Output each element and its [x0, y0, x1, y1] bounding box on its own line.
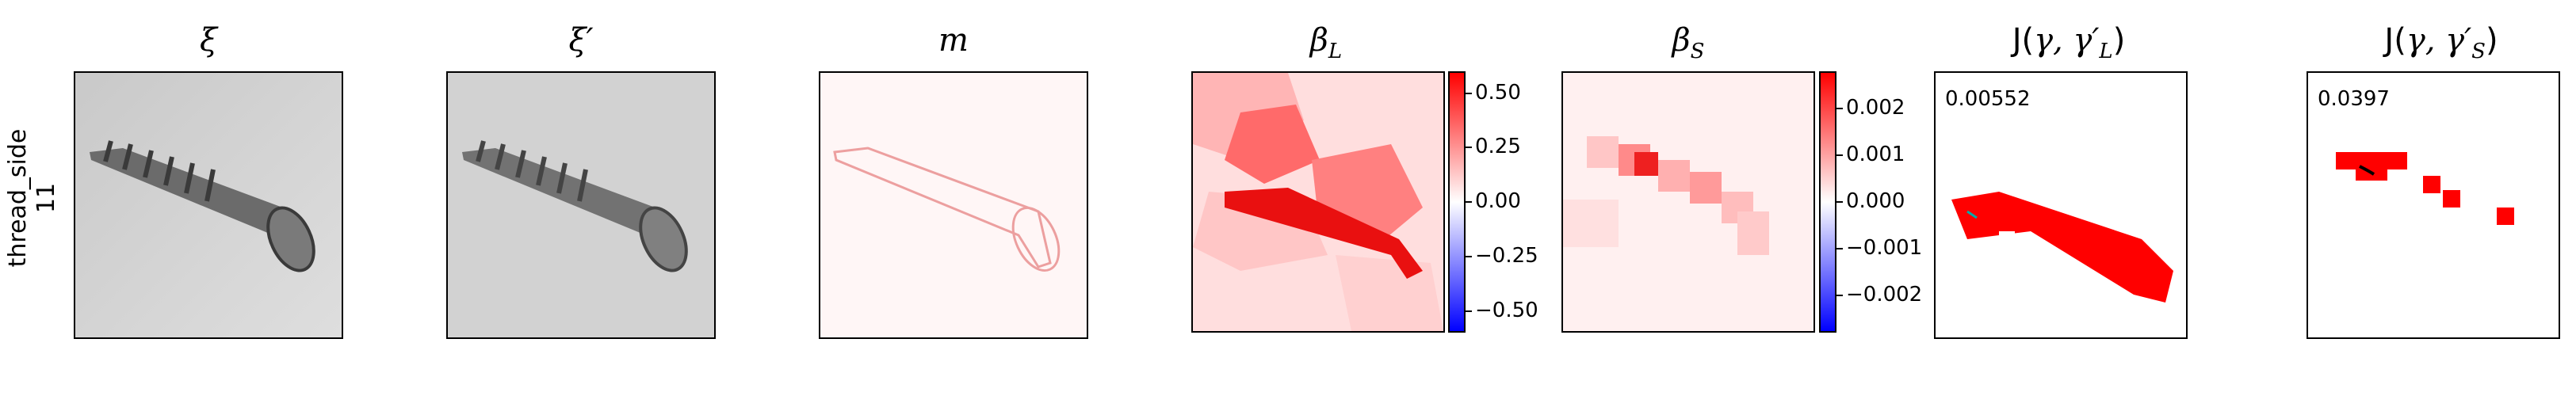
mask-image — [820, 73, 1087, 337]
beta-s-main: β — [1672, 22, 1691, 59]
j-s-sub: S — [2471, 40, 2486, 63]
colorbar-beta-s-tickmark — [1836, 201, 1843, 203]
colorbar-beta-l-tick-label: 0.00 — [1475, 189, 1521, 213]
panel-j-l-image: 0.00552 — [1934, 71, 2188, 339]
panel-j-s-image: 0.0397 — [2307, 71, 2560, 339]
panel-xi-image — [74, 71, 343, 339]
panel-title-xi: ξ — [199, 22, 218, 59]
colorbar-beta-s-tickmark — [1836, 294, 1843, 296]
beta-s-sub: S — [1690, 40, 1705, 63]
j-s-suffix: ) — [2485, 22, 2498, 59]
colorbar-beta-l-tick-label: −0.25 — [1475, 243, 1538, 268]
row-label-line2: 11 — [32, 182, 60, 214]
colorbar-beta-s-tick-label: 0.002 — [1846, 96, 1905, 120]
panel-title-beta-s: βS — [1561, 22, 1815, 63]
panel-title-beta-l: βL — [1191, 22, 1461, 63]
colorbar-beta-l-tickmark — [1466, 255, 1472, 257]
beta-l-heatmap — [1193, 73, 1443, 331]
colorbar-beta-l-tickmark — [1466, 147, 1472, 149]
j-l-overlap-map — [1951, 192, 2173, 303]
j-s-gamma: γ, γ′ — [2406, 22, 2472, 59]
panel-beta-s-image — [1561, 71, 1815, 333]
screw-reconstruction-image — [448, 73, 714, 337]
j-l-score: 0.00552 — [1945, 87, 2031, 111]
colorbar-beta-l-tickmark — [1466, 310, 1472, 312]
beta-l-main: β — [1309, 22, 1328, 59]
row-label: thread_side 11 — [4, 103, 67, 293]
colorbar-beta-l-tick-label: 0.50 — [1475, 80, 1521, 105]
panel-title-m: m — [938, 22, 969, 59]
colorbar-beta-l-tickmark — [1466, 92, 1472, 94]
colorbar-beta-s-tick-label: 0.001 — [1846, 143, 1905, 167]
screw-image — [75, 73, 342, 337]
colorbar-beta-l-tick-label: 0.25 — [1475, 135, 1521, 159]
j-l-sub: L — [2099, 40, 2113, 63]
beta-l-sub: L — [1328, 40, 1343, 63]
colorbar-beta-s-tickmark — [1836, 108, 1843, 110]
colorbar-beta-s-tickmark — [1836, 154, 1843, 157]
beta-s-heatmap — [1563, 73, 1814, 331]
panel-title-xi-prime: ξ′ — [568, 22, 594, 59]
j-s-overlap-map — [2336, 152, 2514, 225]
colorbar-beta-l — [1448, 71, 1466, 333]
colorbar-beta-s-tick-label: −0.002 — [1846, 282, 1923, 307]
panel-title-j-l: J(γ, γ′L) — [1934, 22, 2203, 63]
j-l-prefix: J( — [2012, 22, 2035, 59]
panel-m-image — [819, 71, 1088, 339]
colorbar-beta-s-tick-label: 0.000 — [1846, 189, 1905, 213]
j-l-gamma: γ, γ′ — [2034, 22, 2100, 59]
j-s-score: 0.0397 — [2318, 87, 2390, 111]
j-s-prefix: J( — [2384, 22, 2406, 59]
colorbar-beta-s-tick-label: −0.001 — [1846, 235, 1923, 260]
panel-beta-l-image — [1191, 71, 1445, 333]
colorbar-beta-s-tickmark — [1836, 247, 1843, 249]
panel-title-j-s: J(γ, γ′S) — [2307, 22, 2576, 63]
j-l-suffix: ) — [2112, 22, 2126, 59]
screw-shape — [90, 140, 315, 272]
colorbar-beta-l-tick-label: −0.50 — [1475, 298, 1538, 322]
colorbar-beta-l-tickmark — [1466, 201, 1472, 203]
panel-xi-prime-image — [446, 71, 716, 339]
colorbar-beta-s — [1819, 71, 1836, 333]
row-label-line1: thread_side — [4, 128, 32, 268]
